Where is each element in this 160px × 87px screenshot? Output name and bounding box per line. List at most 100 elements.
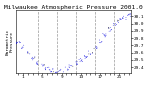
Point (42, 65, 45, 66)
Point (89, 54, 92, 55)
Point (22, 45, 25, 46)
Point (85, 56, 87, 58)
Point (110, 29, 112, 30)
Point (56, 72, 58, 73)
Point (85, 57, 87, 58)
Point (59, 69, 61, 71)
Point (108, 30, 110, 32)
Point (88, 53, 90, 55)
Point (64, 66, 67, 68)
Point (26, 51, 29, 53)
Point (44, 67, 47, 68)
Point (76, 64, 79, 65)
Point (114, 23, 117, 24)
Point (15, 43, 18, 44)
Point (68, 64, 70, 66)
Point (81, 59, 83, 61)
Point (46, 67, 49, 68)
Point (15, 41, 18, 43)
Point (83, 56, 86, 57)
Point (78, 59, 80, 60)
Point (129, 13, 132, 15)
Point (105, 35, 107, 36)
Point (104, 35, 106, 36)
Point (31, 57, 34, 58)
Point (50, 71, 53, 72)
Point (60, 69, 62, 70)
Point (18, 42, 21, 43)
Point (103, 34, 106, 36)
Point (16, 42, 19, 43)
Point (127, 14, 129, 16)
Point (126, 15, 129, 16)
Point (68, 66, 70, 68)
Point (120, 19, 122, 20)
Point (49, 69, 51, 71)
Point (127, 14, 130, 15)
Point (115, 24, 118, 25)
Point (108, 28, 110, 29)
Point (44, 69, 47, 70)
Point (96, 46, 98, 47)
Point (54, 72, 57, 73)
Point (58, 70, 61, 71)
Point (96, 48, 98, 49)
Point (44, 69, 47, 70)
Point (31, 58, 33, 59)
Point (104, 35, 107, 37)
Point (69, 65, 72, 66)
Point (116, 21, 119, 22)
Point (55, 71, 57, 73)
Point (96, 47, 98, 49)
Point (116, 19, 119, 21)
Point (129, 16, 132, 17)
Point (49, 71, 52, 73)
Point (101, 41, 103, 42)
Point (86, 56, 89, 57)
Point (94, 46, 96, 48)
Point (19, 42, 22, 43)
Point (43, 64, 46, 66)
Point (85, 57, 88, 58)
Point (27, 52, 29, 54)
Point (93, 48, 95, 49)
Point (43, 64, 45, 65)
Title: Milwaukee Atmospheric Pressure 2001.0: Milwaukee Atmospheric Pressure 2001.0 (4, 5, 143, 10)
Point (125, 17, 127, 18)
Point (83, 55, 86, 56)
Point (89, 53, 92, 55)
Point (41, 65, 44, 67)
Point (35, 62, 38, 64)
Point (91, 52, 94, 53)
Point (33, 57, 36, 59)
Point (107, 27, 110, 28)
Point (118, 18, 121, 20)
Point (68, 67, 71, 68)
Point (85, 56, 87, 57)
Point (109, 30, 112, 32)
Point (76, 62, 78, 64)
Point (122, 16, 125, 17)
Point (26, 52, 29, 54)
Point (44, 68, 46, 69)
Point (22, 47, 24, 48)
Point (121, 17, 124, 18)
Point (102, 33, 104, 34)
Point (80, 60, 82, 61)
Point (79, 58, 82, 59)
Point (79, 61, 81, 62)
Point (62, 71, 65, 73)
Point (21, 46, 24, 48)
Point (66, 69, 69, 71)
Point (52, 71, 55, 73)
Point (75, 64, 78, 65)
Point (48, 69, 51, 70)
Point (76, 63, 78, 64)
Point (36, 64, 39, 65)
Point (36, 61, 38, 63)
Point (34, 56, 36, 58)
Point (110, 29, 113, 30)
Point (84, 58, 86, 59)
Point (99, 42, 101, 43)
Point (16, 42, 18, 43)
